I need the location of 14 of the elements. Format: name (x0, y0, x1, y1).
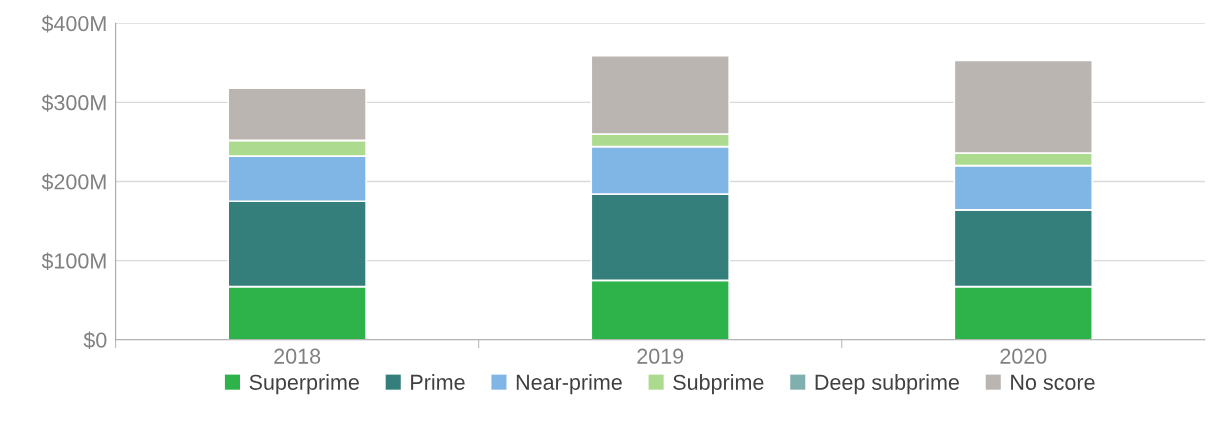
y-tick-label: $0 (83, 331, 107, 349)
y-tick-label: $300M (41, 94, 106, 112)
legend-label: Prime (411, 374, 465, 390)
x-tick-label: 2018 (274, 348, 321, 364)
x-tick-label: 2019 (637, 348, 684, 364)
y-tick-label: $200M (41, 173, 106, 191)
y-tick-label: $100M (41, 252, 106, 270)
y-tick-label: $400M (41, 15, 106, 33)
legend-label: Subprime (673, 374, 764, 395)
legend-label: Deep subprime (815, 374, 959, 395)
legend-label: Near-prime (516, 374, 622, 395)
legend-label: Superprime (249, 374, 359, 395)
x-tick-label: 2020 (1000, 348, 1047, 364)
legend-label: No score (1011, 374, 1095, 390)
